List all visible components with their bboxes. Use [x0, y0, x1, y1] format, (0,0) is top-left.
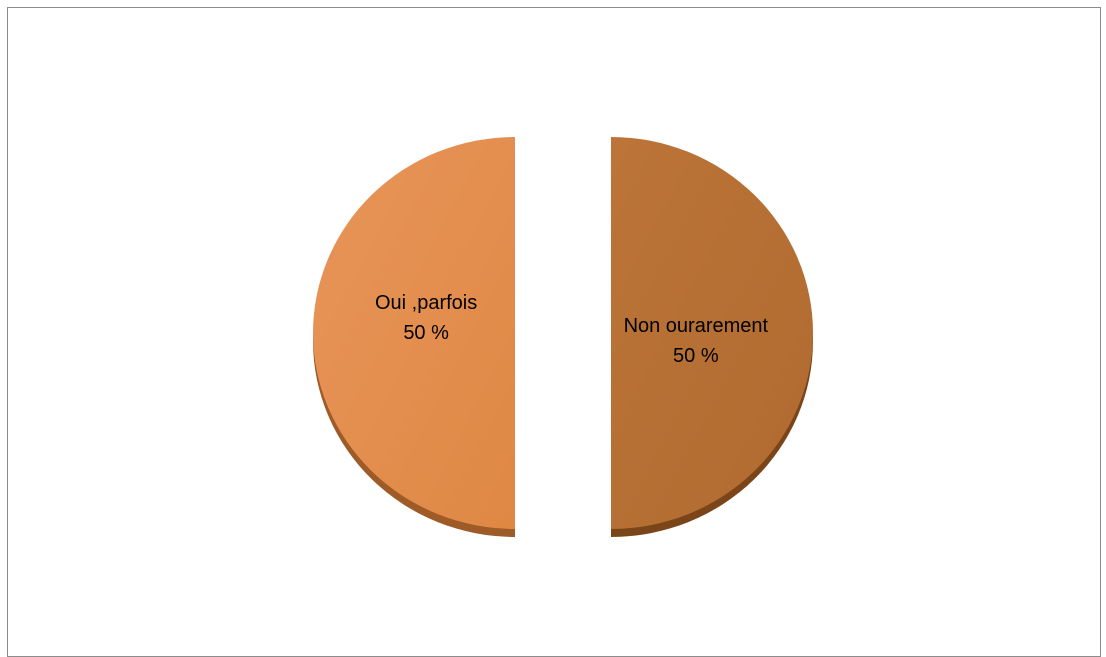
slice-percent-non-ourarement: 50 % [673, 345, 719, 367]
pie-slice-non-ourarement[interactable] [611, 137, 813, 529]
chart-area [7, 7, 1101, 657]
slice-label-non-ourarement: Non ourarement [624, 315, 769, 337]
slice-percent-oui-parfois: 50 % [403, 322, 449, 344]
slice-label-oui-parfois: Oui ,parfois [375, 292, 477, 314]
pie-slice-oui-parfois[interactable] [313, 137, 515, 529]
